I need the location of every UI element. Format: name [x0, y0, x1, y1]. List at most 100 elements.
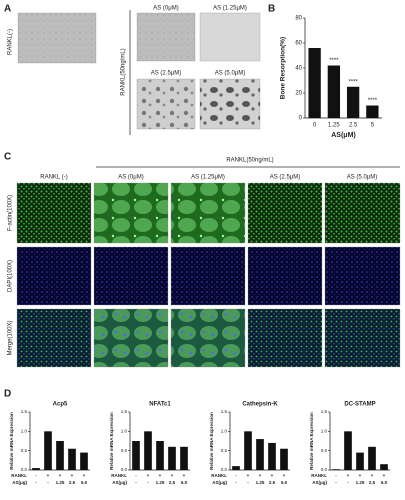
- y-tick-label: 0.0: [121, 467, 128, 472]
- significance: ****: [329, 58, 339, 64]
- x-row-value: +: [59, 473, 62, 478]
- x-row-value: +: [247, 473, 250, 478]
- x-row-value: -: [135, 473, 137, 478]
- bar: [280, 448, 288, 470]
- column-label: AS (2.5μM): [270, 175, 300, 181]
- column-label: RANKL (-): [40, 175, 67, 181]
- micrograph: [324, 308, 401, 368]
- group-label: RANKL(50ng/mL): [121, 48, 127, 95]
- y-tick-label: 0.5: [321, 448, 328, 453]
- x-row-value: 5.0: [381, 480, 388, 485]
- micrograph: [136, 78, 196, 130]
- image-label: AS (1.25μM): [213, 6, 247, 12]
- x-row-value: +: [159, 473, 162, 478]
- y-axis-title: Relative mRNA Expression: [9, 412, 14, 470]
- x-row-value: -: [247, 480, 249, 485]
- x-row-value: 2.5: [169, 480, 176, 485]
- row-label: RANKL(-): [8, 29, 14, 55]
- x-row-value: 5.0: [181, 480, 188, 485]
- panel-label: D: [4, 389, 11, 400]
- panel-label: B: [268, 4, 275, 15]
- bar: [308, 48, 321, 118]
- y-tick-label: 40: [295, 66, 302, 72]
- bar: [356, 452, 364, 470]
- bar: [80, 452, 88, 470]
- x-row-value: 5.0: [81, 480, 88, 485]
- x-row-value: +: [83, 473, 86, 478]
- bar: [256, 439, 264, 470]
- micrograph: [93, 182, 169, 244]
- significance: ****: [348, 79, 358, 85]
- group-label: RANKL(50ng/mL): [226, 158, 273, 164]
- bar: [380, 464, 388, 470]
- x-row-value: -: [235, 473, 237, 478]
- image-label: AS (0μM): [153, 6, 178, 12]
- x-axis-title: AS(μM): [331, 132, 356, 139]
- micrograph: [16, 246, 92, 306]
- x-tick-label: 1.25: [328, 123, 340, 129]
- micrograph: [324, 182, 401, 244]
- y-tick-label: 1.5: [121, 409, 128, 414]
- bar: [32, 468, 40, 470]
- micrograph: [170, 182, 246, 244]
- y-tick-label: 1.5: [221, 409, 228, 414]
- bar: [144, 431, 152, 470]
- x-row-value: 1.25: [256, 480, 265, 485]
- bar: [346, 86, 360, 118]
- x-row-value: +: [271, 473, 274, 478]
- x-row-label: AS(μg): [112, 480, 127, 485]
- micrograph: [199, 12, 261, 62]
- x-tick-label: 5: [371, 123, 375, 129]
- micrograph: [247, 182, 323, 244]
- x-row-value: -: [335, 480, 337, 485]
- y-tick-label: 1.5: [321, 409, 328, 414]
- bar: [332, 469, 340, 470]
- x-row-value: -: [35, 480, 37, 485]
- x-row-label: RANKL: [11, 473, 27, 478]
- y-tick-label: 1.0: [321, 429, 328, 434]
- y-tick-label: 60: [295, 41, 302, 47]
- image-label: AS (5.0μM): [215, 71, 245, 77]
- x-row-value: +: [147, 473, 150, 478]
- bar: [366, 105, 379, 118]
- x-row-label: AS(μg): [212, 480, 227, 485]
- x-row-label: RANKL: [311, 473, 327, 478]
- panel-label: A: [4, 4, 11, 15]
- y-tick-label: 1.0: [221, 429, 228, 434]
- x-row-value: +: [371, 473, 374, 478]
- bar: [232, 466, 240, 470]
- x-row-value: +: [71, 473, 74, 478]
- chart-title: Acp5: [53, 402, 68, 408]
- y-tick-label: 0.5: [221, 448, 228, 453]
- image-label: AS (2.5μM): [151, 71, 181, 77]
- y-axis-title: Relative mRNA Expression: [109, 412, 114, 470]
- micrograph: [324, 246, 401, 306]
- micrograph: [16, 308, 92, 368]
- bar: [268, 442, 276, 470]
- panel-label: C: [4, 152, 11, 163]
- bar: [368, 446, 376, 470]
- x-row-label: RANKL: [111, 473, 127, 478]
- x-row-value: -: [347, 480, 349, 485]
- y-tick-label: 0: [299, 116, 303, 122]
- x-row-label: AS(μg): [312, 480, 327, 485]
- x-row-value: +: [47, 473, 50, 478]
- bar: [56, 441, 64, 470]
- micrograph: [93, 246, 169, 306]
- micrograph: [16, 182, 92, 244]
- y-axis-title: Bone Resorption(%): [280, 37, 287, 99]
- micrograph: [136, 12, 196, 62]
- x-row-value: +: [171, 473, 174, 478]
- x-row-value: 2.5: [369, 480, 376, 485]
- bar: [180, 446, 188, 470]
- row-label: Merge(100X): [8, 320, 14, 355]
- bar: [68, 448, 76, 470]
- x-row-value: -: [147, 480, 149, 485]
- x-row-value: +: [283, 473, 286, 478]
- x-row-value: -: [47, 480, 49, 485]
- chart-title: NFATc1: [149, 402, 171, 408]
- bar: [168, 446, 176, 470]
- y-axis-title: Relative mRNA Expression: [209, 412, 214, 470]
- x-tick-label: 2.5: [349, 123, 358, 129]
- y-tick-label: 1.0: [21, 429, 28, 434]
